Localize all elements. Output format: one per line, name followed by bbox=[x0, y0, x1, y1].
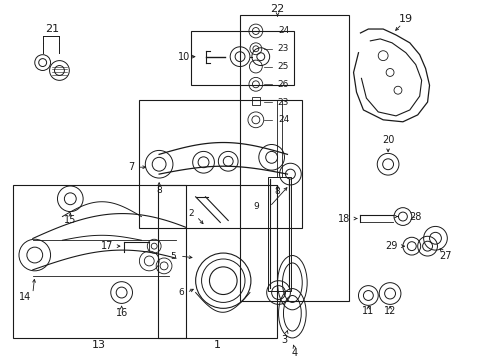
Text: 24: 24 bbox=[277, 27, 288, 36]
Text: 5: 5 bbox=[170, 252, 176, 261]
Text: 20: 20 bbox=[381, 135, 393, 145]
Text: 15: 15 bbox=[64, 216, 76, 225]
Text: 4: 4 bbox=[291, 348, 297, 358]
Text: 2: 2 bbox=[187, 209, 193, 218]
Text: 22: 22 bbox=[270, 4, 284, 14]
Text: 16: 16 bbox=[115, 308, 127, 318]
Bar bbox=[267, 177, 291, 291]
Text: 3: 3 bbox=[281, 335, 287, 345]
Bar bbox=[13, 185, 185, 338]
Text: 6: 6 bbox=[178, 288, 183, 297]
Text: 10: 10 bbox=[177, 51, 189, 62]
Text: 11: 11 bbox=[362, 306, 374, 316]
Text: 23: 23 bbox=[277, 44, 288, 53]
Text: 24: 24 bbox=[277, 115, 288, 124]
Text: 18: 18 bbox=[337, 213, 349, 224]
Text: 1: 1 bbox=[213, 340, 221, 350]
Bar bbox=[139, 100, 302, 228]
Bar bbox=[158, 185, 276, 338]
Text: 14: 14 bbox=[19, 292, 31, 302]
Text: 28: 28 bbox=[409, 212, 421, 221]
Text: 9: 9 bbox=[252, 202, 258, 211]
Text: 26: 26 bbox=[277, 80, 288, 89]
Bar bbox=[240, 15, 348, 301]
Text: 27: 27 bbox=[438, 251, 451, 261]
Text: 13: 13 bbox=[92, 340, 106, 350]
Text: 7: 7 bbox=[128, 162, 134, 172]
Bar bbox=[251, 97, 259, 105]
Text: 8: 8 bbox=[274, 187, 280, 196]
Text: 21: 21 bbox=[45, 24, 60, 34]
Text: 25: 25 bbox=[277, 62, 288, 71]
Text: 19: 19 bbox=[398, 14, 412, 24]
Text: 23: 23 bbox=[277, 98, 288, 107]
Text: 12: 12 bbox=[383, 306, 395, 316]
Text: 29: 29 bbox=[384, 241, 396, 251]
Text: 17: 17 bbox=[101, 241, 113, 251]
Bar bbox=[190, 31, 294, 85]
Text: 8: 8 bbox=[156, 186, 162, 195]
